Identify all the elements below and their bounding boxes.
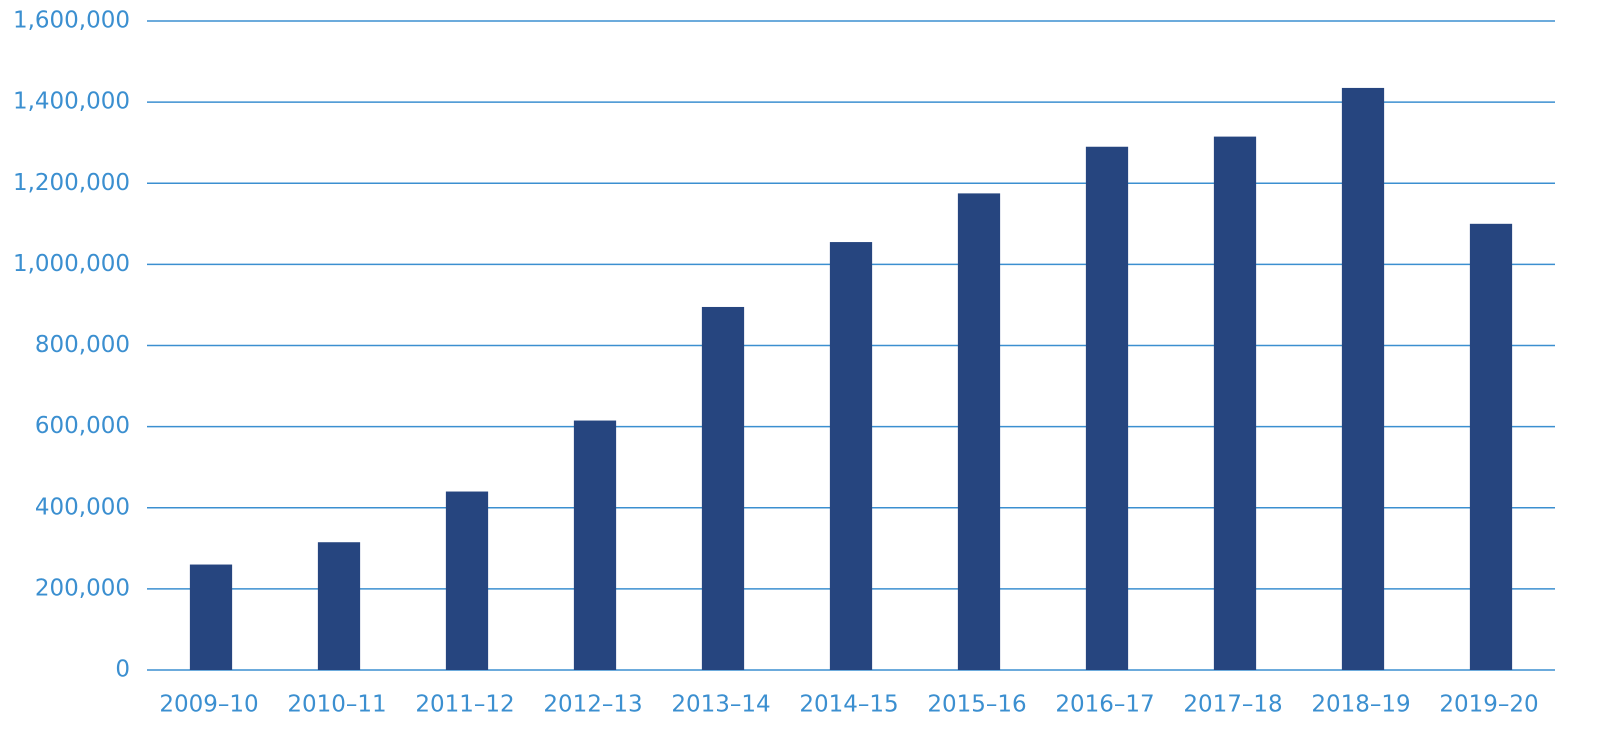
x-tick-label: 2013–14 (671, 692, 770, 718)
x-tick-label: 2016–17 (1055, 692, 1154, 718)
y-tick-label: 0 (115, 657, 130, 683)
bar (317, 542, 361, 670)
x-tick-label: 2009–10 (159, 692, 258, 718)
y-tick-label: 400,000 (35, 494, 130, 520)
bar (957, 193, 1001, 670)
bar (1085, 146, 1129, 670)
y-tick-label: 1,000,000 (13, 251, 130, 277)
x-tick-label: 2018–19 (1311, 692, 1410, 718)
x-tick-label: 2014–15 (799, 692, 898, 718)
bar (573, 420, 617, 670)
x-tick-label: 2012–13 (543, 692, 642, 718)
x-tick-label: 2010–11 (287, 692, 386, 718)
y-tick-label: 1,400,000 (13, 89, 130, 115)
x-tick-label: 2017–18 (1183, 692, 1282, 718)
y-tick-label: 600,000 (35, 413, 130, 439)
bar (1469, 223, 1513, 670)
bar (445, 491, 489, 670)
y-tick-label: 1,600,000 (13, 8, 130, 34)
bar (829, 242, 873, 671)
y-tick-label: 800,000 (35, 332, 130, 358)
y-tick-label: 200,000 (35, 575, 130, 601)
bar (701, 306, 745, 670)
y-tick-label: 1,200,000 (13, 170, 130, 196)
x-tick-label: 2015–16 (927, 692, 1026, 718)
bar (189, 564, 233, 670)
bar (1213, 136, 1257, 670)
bar (1341, 87, 1385, 671)
x-tick-label: 2011–12 (415, 692, 514, 718)
x-tick-label: 2019–20 (1439, 692, 1538, 718)
